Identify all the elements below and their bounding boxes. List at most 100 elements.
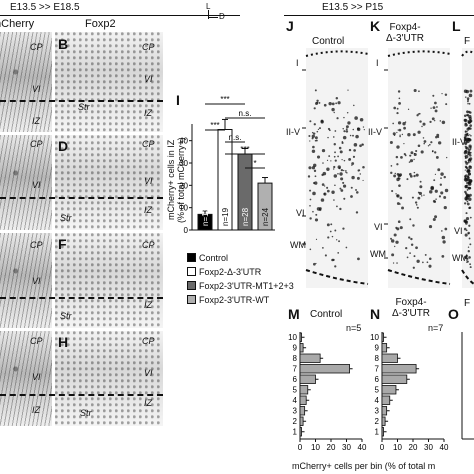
layer-CP: CP [30,42,43,52]
cell [413,171,416,174]
cell [334,184,336,187]
cell [342,181,345,184]
cell [445,103,448,106]
bin-label: 2 [293,417,298,426]
cell [326,186,329,189]
cell [333,168,335,170]
cell [469,124,473,127]
L-title: F [464,36,471,47]
cell [464,118,468,123]
cell [321,183,325,186]
cell [307,175,311,178]
cell [393,106,397,110]
cell [435,155,439,159]
cell [410,151,414,155]
cell [333,143,336,146]
layer-CP: CP [142,42,155,52]
cell [429,120,432,123]
cell [463,255,468,260]
cortex-images [302,48,474,288]
cell [407,133,411,137]
cell [415,149,418,153]
cell [465,147,468,150]
cell [424,253,427,256]
cell [417,196,421,200]
bin-label: 3 [293,407,298,416]
cell [426,261,429,264]
significance-label: *** [210,121,219,130]
cell [430,186,434,191]
cell [338,146,342,150]
layer-IZ: IZ [144,108,152,118]
cell [330,223,333,226]
cell [362,126,365,128]
cell [350,186,353,189]
panel-label-J: J [286,18,294,34]
cell [309,248,312,251]
cell [467,173,470,175]
cortex-label-IIV: II-V [286,127,301,137]
cell [355,189,357,191]
cell [341,141,344,143]
x-tick-label: 0 [298,443,303,452]
cell [466,167,469,170]
cell [464,202,467,205]
cell [352,128,355,131]
bin-label: 7 [375,365,380,374]
cell [335,102,338,105]
micrograph-F [55,233,163,328]
bin-label: 9 [375,344,380,353]
bar [257,182,273,231]
cell [343,130,346,133]
cell [359,117,364,122]
cell [423,142,425,145]
cell [405,246,408,250]
cell [437,136,440,138]
cell [419,180,422,183]
cell [343,197,346,200]
cell [429,190,433,194]
cell [416,259,420,263]
cell [408,161,411,163]
cell [415,173,419,177]
cell [430,107,432,109]
cell [327,136,329,139]
panel-label-B: B [58,36,69,52]
cell [408,236,411,239]
cell [418,112,421,115]
cell [409,175,413,178]
cell [345,171,347,173]
cell [347,89,349,91]
cell [465,180,467,183]
cell [441,235,446,240]
y-tick-label: 10 [180,204,189,213]
layer-CP: CP [142,240,155,250]
cell [466,111,468,113]
cell [434,109,438,113]
cell [336,239,338,241]
cell [330,160,332,162]
legend-foxp2-delta: Foxp2-Δ-3'UTR [187,267,261,277]
cell [355,134,359,139]
cell [352,134,354,137]
cell [397,129,399,131]
cell [349,134,352,137]
cell [312,210,314,213]
cell [443,175,446,179]
cell [418,191,423,196]
cell [466,184,468,187]
hist-bar [381,332,384,342]
cell [341,159,343,161]
cell [333,174,338,178]
hist-bar [381,385,397,395]
cell [358,169,361,171]
cell [438,195,442,198]
cell [435,135,438,139]
layer-VI: VI [32,84,41,94]
cell [336,205,338,208]
cell [332,136,335,138]
cell [403,126,406,130]
cell [356,191,359,194]
cell [468,237,471,240]
cell [390,165,393,167]
